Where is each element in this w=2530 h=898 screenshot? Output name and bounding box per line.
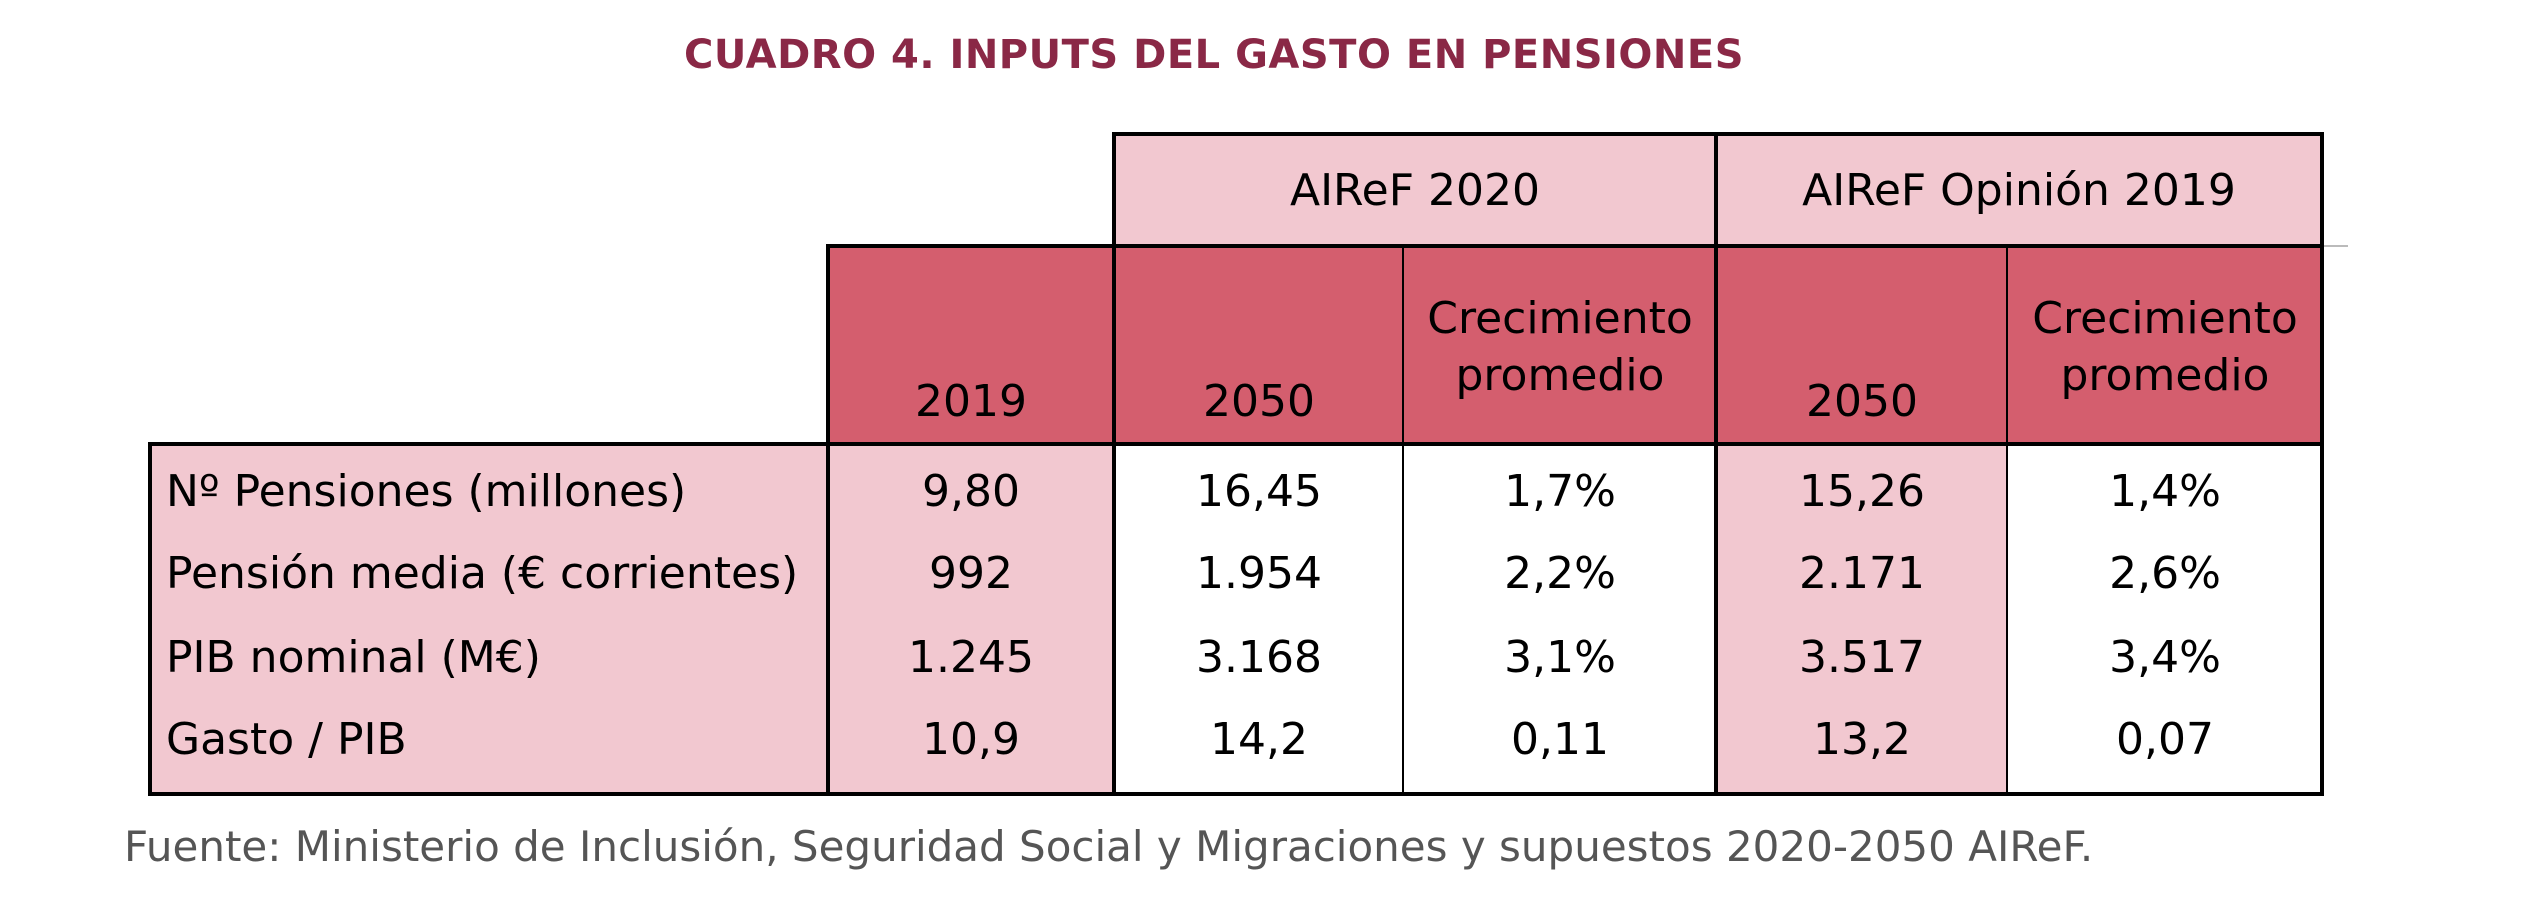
col-header-crecimiento-opinion-2019: Crecimiento promedio (2008, 246, 2322, 444)
col-2050-opinion-background (1716, 444, 2008, 794)
table-cell: 1,4% (2109, 466, 2221, 517)
table-border (826, 244, 830, 446)
table-cell: 2.171 (1799, 548, 1925, 599)
table-cell: 15,26 (1799, 466, 1925, 517)
table-border (826, 244, 2324, 248)
col-header-2050-opinion-2019: 2050 (1716, 246, 2008, 444)
table-cell: 992 (929, 548, 1013, 599)
table-cell: 14,2 (1210, 714, 1308, 765)
source-note: Fuente: Ministerio de Inclusión, Segurid… (124, 822, 2094, 871)
table-border (2320, 132, 2324, 796)
table-cell: 3.168 (1196, 632, 1322, 683)
col-header-promedio-line2: promedio (1455, 350, 1665, 402)
table-cell: 0,07 (2116, 714, 2214, 765)
table-border (826, 442, 830, 796)
document-title: CUADRO 4. INPUTS DEL GASTO EN PENSIONES (684, 32, 1745, 78)
table-border (1112, 132, 1116, 446)
table-border (148, 792, 2324, 796)
table-border-extension (2324, 245, 2348, 247)
col-header-promedio-line2: promedio (2060, 350, 2270, 402)
group-header-airef-opinion-2019: AIReF Opinión 2019 (1716, 134, 2322, 246)
table-cell: 2,2% (1504, 548, 1616, 599)
table-border (148, 442, 152, 796)
table-cell: 0,11 (1511, 714, 1609, 765)
col-header-2019: 2019 (828, 246, 1114, 444)
col-header-crecimiento-line1: Crecimiento (2032, 293, 2298, 344)
row-label-pib-nominal: PIB nominal (M€) (166, 632, 541, 683)
table-cell: 1.954 (1196, 548, 1322, 599)
table-cell: 1,7% (1504, 466, 1616, 517)
table-border (1714, 442, 1718, 796)
col-2019-background (828, 444, 1114, 794)
table-border (1402, 244, 1404, 796)
table-cell: 3,4% (2109, 632, 2221, 683)
table-cell: 16,45 (1196, 466, 1322, 517)
table-cell: 13,2 (1813, 714, 1911, 765)
table-cell: 2,6% (2109, 548, 2221, 599)
table-cell: 3,1% (1504, 632, 1616, 683)
table-cell: 3.517 (1799, 632, 1925, 683)
col-header-crecimiento-airef-2020: Crecimiento promedio (1404, 246, 1716, 444)
table-border (1112, 132, 2324, 136)
row-label-column (150, 444, 830, 794)
row-label-gasto-pib: Gasto / PIB (166, 714, 407, 765)
col-header-2050-airef-2020: 2050 (1114, 246, 1404, 444)
table-border (1714, 132, 1718, 446)
row-label-pensiones: Nº Pensiones (millones) (166, 466, 687, 517)
table-border (2006, 244, 2008, 796)
table-cell: 9,80 (922, 466, 1020, 517)
table-cell: 10,9 (922, 714, 1020, 765)
col-header-crecimiento-line1: Crecimiento (1427, 293, 1693, 344)
table-cell: 1.245 (908, 632, 1034, 683)
group-header-airef-2020: AIReF 2020 (1114, 134, 1716, 246)
row-label-pension-media: Pensión media (€ corrientes) (166, 548, 799, 599)
table-border (148, 442, 2324, 446)
table-border (1112, 442, 1116, 796)
